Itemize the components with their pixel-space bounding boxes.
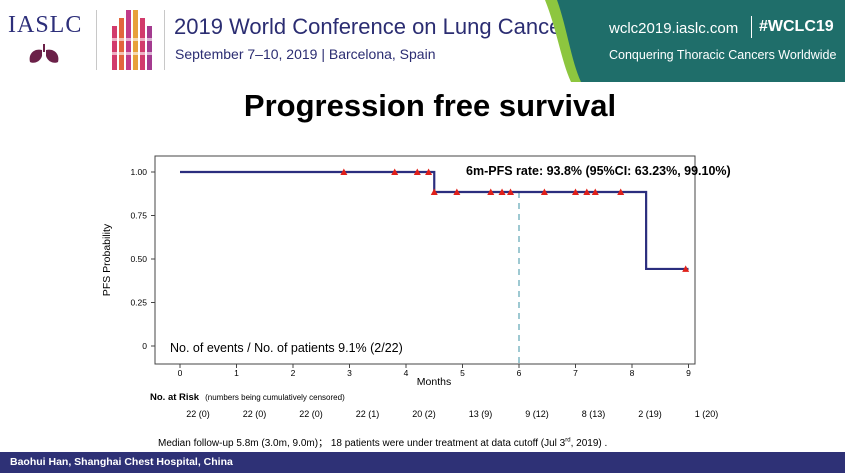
censor-marker bbox=[583, 188, 591, 196]
header-green-band bbox=[545, 0, 845, 82]
median-follow-up: Median follow-up 5.8m (3.0m, 9.0m)； 18 p… bbox=[158, 434, 607, 449]
x-tick-label: 6 bbox=[517, 368, 522, 378]
pfs-curve bbox=[180, 170, 689, 271]
lungs-icon bbox=[29, 44, 59, 63]
pfs-chart: 6m-PFS rate: 93.8% (95%CI: 63.23%, 99.10… bbox=[101, 155, 731, 388]
risk-count: 22 (0) bbox=[186, 409, 210, 419]
conference-header: IASLC 2019 World Conference on Lung Canc… bbox=[0, 0, 845, 82]
median-text-end: , 2019) . bbox=[570, 438, 608, 449]
header-divider bbox=[96, 10, 97, 70]
tagline: Conquering Thoracic Cancers Worldwide bbox=[609, 48, 837, 62]
median-sup: rd bbox=[565, 437, 571, 444]
y-tick-label: 0.75 bbox=[130, 211, 147, 221]
censor-marker bbox=[540, 188, 548, 196]
x-tick-label: 1 bbox=[234, 368, 239, 378]
censor-marker bbox=[617, 188, 625, 196]
x-tick-label: 8 bbox=[630, 368, 635, 378]
risk-count: 20 (2) bbox=[412, 409, 436, 419]
risk-count: 8 (13) bbox=[581, 409, 606, 419]
median-text: Median follow-up 5.8m (3.0m, 9.0m)； 18 p… bbox=[158, 438, 566, 449]
risk-count: 22 (1) bbox=[355, 409, 380, 419]
y-tick-label: 1.00 bbox=[130, 167, 147, 177]
y-tick-label: 0.25 bbox=[130, 298, 147, 308]
header-separator bbox=[751, 16, 752, 38]
x-tick-label: 2 bbox=[291, 368, 296, 378]
censor-marker bbox=[453, 188, 461, 196]
y-axis-label: PFS Probability bbox=[101, 223, 113, 296]
risk-count: 9 (12) bbox=[525, 409, 549, 419]
plot-frame bbox=[154, 155, 696, 365]
censor-marker bbox=[340, 168, 348, 175]
conference-dates: September 7–10, 2019 | Barcelona, Spain bbox=[175, 46, 436, 62]
website-link[interactable]: wclc2019.iaslc.com bbox=[609, 20, 739, 37]
slide-title: Progression free survival bbox=[243, 88, 617, 123]
risk-count: 22 (0) bbox=[299, 409, 323, 419]
x-tick-label: 0 bbox=[178, 368, 183, 378]
x-tick-label: 4 bbox=[404, 368, 409, 378]
risk-count: 22 (0) bbox=[242, 409, 267, 419]
censor-marker bbox=[413, 168, 421, 175]
hashtag: #WCLC19 bbox=[759, 18, 834, 35]
censor-marker bbox=[425, 168, 433, 175]
events-annotation: No. of events / No. of patients 9.1% (2/… bbox=[170, 341, 403, 355]
risk-count: 2 (19) bbox=[638, 409, 662, 419]
risk-count: 13 (9) bbox=[468, 409, 493, 419]
x-axis-label: Months bbox=[417, 376, 451, 388]
x-tick-label: 5 bbox=[460, 368, 465, 378]
censor-marker bbox=[572, 188, 579, 196]
censor-marker bbox=[487, 188, 495, 196]
censor-marker bbox=[591, 188, 599, 196]
pfs-rate-annotation: 6m-PFS rate: 93.8% (95%CI: 63.23%, 99.10… bbox=[466, 164, 731, 178]
risk-table-title: No. at Risk (numbers being cumulatively c… bbox=[150, 392, 345, 403]
header-divider bbox=[164, 10, 165, 70]
risk-table-heading: No. at Risk bbox=[150, 392, 200, 403]
y-tick-label: 0.50 bbox=[130, 254, 147, 264]
iaslc-logo: IASLC bbox=[8, 12, 83, 38]
censor-marker bbox=[430, 188, 438, 196]
sagrada-familia-icon bbox=[112, 10, 152, 70]
y-tick-label: 0 bbox=[142, 341, 147, 351]
conference-title: 2019 World Conference on Lung Cancer bbox=[174, 14, 569, 39]
censor-marker bbox=[391, 168, 399, 175]
risk-count: 1 (20) bbox=[694, 409, 719, 419]
censor-marker bbox=[507, 188, 515, 196]
risk-table-note: (numbers being cumulatively censored) bbox=[205, 393, 345, 402]
footer-bar: Baohui Han, Shanghai Chest Hospital, Chi… bbox=[0, 452, 845, 473]
x-tick-label: 7 bbox=[573, 368, 578, 378]
censor-marker bbox=[498, 188, 506, 196]
presenter-affiliation: Baohui Han, Shanghai Chest Hospital, Chi… bbox=[10, 456, 233, 468]
x-tick-label: 9 bbox=[686, 368, 691, 378]
censor-marker bbox=[682, 265, 690, 272]
x-tick-label: 3 bbox=[347, 368, 352, 378]
